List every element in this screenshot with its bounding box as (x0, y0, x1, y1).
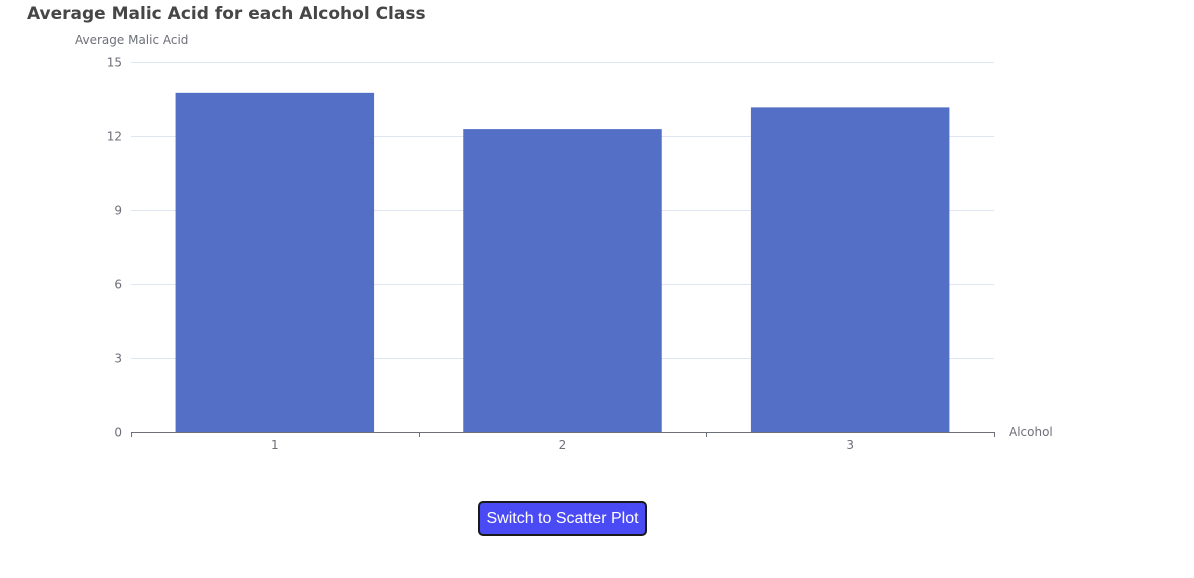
y-tick-label: 0 (114, 426, 122, 440)
chart-title: Average Malic Acid for each Alcohol Clas… (27, 4, 426, 24)
x-tick-labels: 1 2 3 (271, 438, 854, 452)
bars (175, 92, 950, 433)
x-tick-label: 2 (559, 438, 567, 452)
x-tick-label: 1 (271, 438, 279, 452)
bar-1 (175, 92, 375, 432)
y-tick-label: 12 (107, 130, 122, 144)
y-axis-title: Average Malic Acid (75, 33, 188, 47)
y-tick-label: 15 (107, 56, 122, 70)
y-tick-labels: 0 3 6 9 12 15 (107, 56, 122, 440)
switch-to-scatter-button[interactable]: Switch to Scatter Plot (478, 501, 647, 536)
y-tick-label: 6 (114, 278, 122, 292)
axes (131, 432, 995, 437)
x-tick-label: 3 (846, 438, 854, 452)
y-tick-label: 9 (114, 204, 122, 218)
x-axis-title: Alcohol (1009, 425, 1053, 439)
y-tick-label: 3 (114, 352, 122, 366)
bar-3 (750, 107, 950, 433)
bar-2 (463, 129, 662, 433)
